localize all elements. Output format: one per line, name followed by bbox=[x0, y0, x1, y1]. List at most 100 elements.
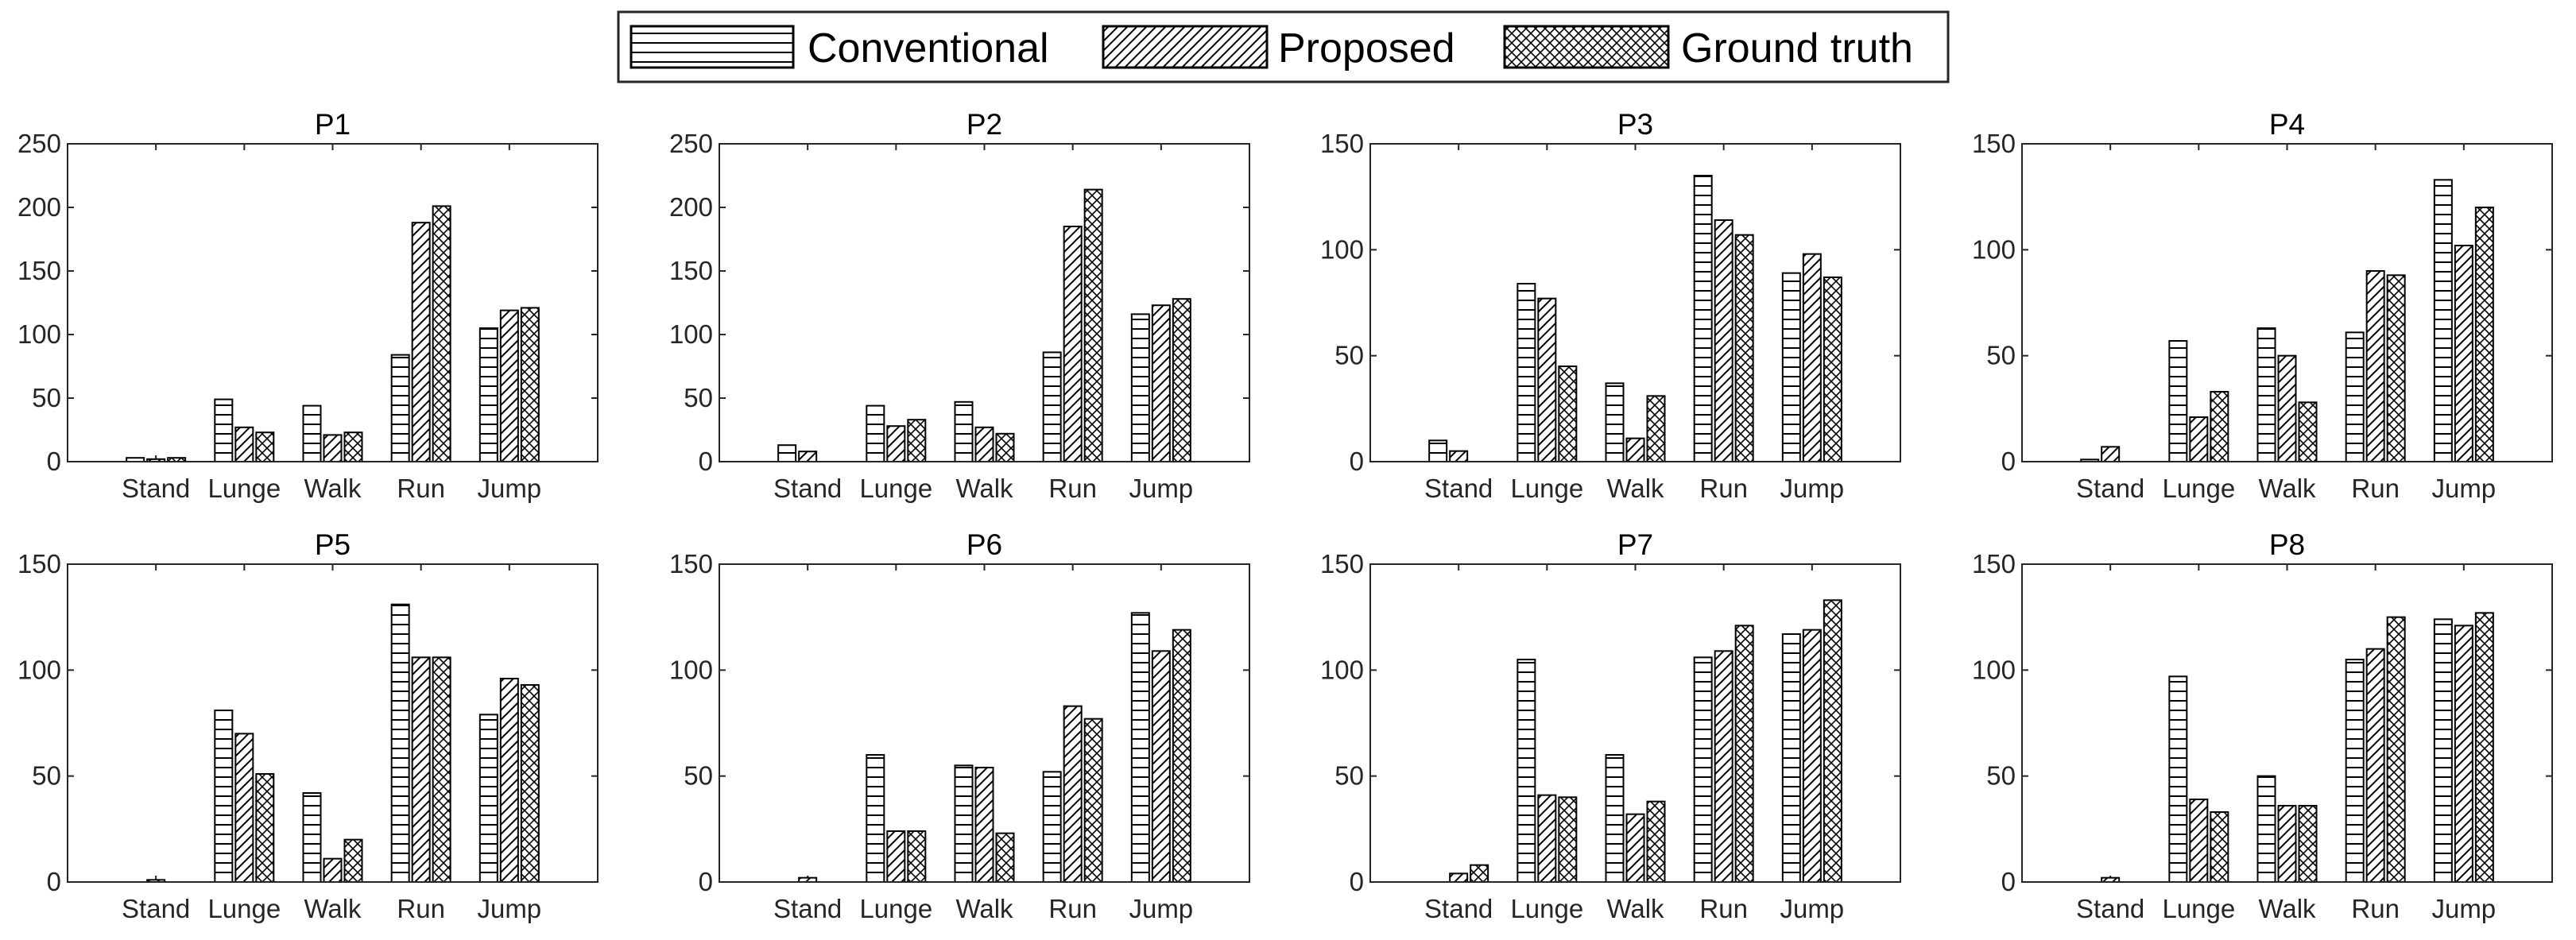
chart-p6: P6 0 50 100 150 Stand Lunge Walk Run Jump bbox=[669, 528, 1250, 923]
bar-p8-walk-ground-truth bbox=[2298, 805, 2318, 883]
axes-box-p3 bbox=[1369, 143, 1901, 462]
bar-p1-lunge-ground-truth bbox=[255, 431, 275, 463]
bar-p6-jump-ground-truth bbox=[1172, 629, 1191, 884]
bar-p3-lunge-proposed bbox=[1537, 297, 1557, 462]
x-tick-label-run: Run bbox=[1699, 474, 1748, 503]
bar-p3-jump-conventional bbox=[1781, 272, 1801, 462]
x-tick-label-walk: Walk bbox=[955, 894, 1013, 923]
bar-p1-jump-ground-truth bbox=[520, 307, 540, 462]
x-tick-label-stand: Stand bbox=[773, 894, 842, 923]
bar-p7-walk-conventional bbox=[1605, 754, 1625, 883]
legend-label-ground-truth: Ground truth bbox=[1681, 25, 1913, 72]
x-tick-label-lunge: Lunge bbox=[859, 474, 932, 503]
y-tick-label: 50 bbox=[1986, 761, 2016, 791]
bar-p6-lunge-proposed bbox=[886, 830, 906, 883]
y-tick-label: 0 bbox=[2001, 447, 2016, 476]
y-tick-label: 250 bbox=[17, 129, 61, 158]
legend-swatch-conventional bbox=[629, 25, 795, 69]
y-tick-label: 0 bbox=[2001, 867, 2016, 896]
bar-p3-walk-conventional bbox=[1605, 382, 1625, 463]
bar-p6-walk-proposed bbox=[974, 767, 994, 883]
bar-p1-lunge-proposed bbox=[234, 426, 254, 462]
bar-p7-run-conventional bbox=[1693, 656, 1713, 883]
y-tick-label: 50 bbox=[1334, 761, 1364, 791]
x-tick-label-stand: Stand bbox=[1424, 474, 1493, 503]
bar-p3-walk-ground-truth bbox=[1646, 395, 1666, 463]
bar-p5-lunge-conventional bbox=[214, 710, 234, 883]
bar-p5-run-conventional bbox=[390, 603, 410, 884]
bar-p6-jump-proposed bbox=[1151, 650, 1171, 883]
bar-p3-walk-proposed bbox=[1625, 437, 1645, 463]
bar-p2-run-conventional bbox=[1042, 351, 1062, 462]
bar-p4-lunge-proposed bbox=[2189, 416, 2209, 462]
x-tick-label-stand: Stand bbox=[2076, 894, 2144, 923]
chart-p2: P2 0 50 100 150 200 250 Stand Lunge Walk Run Jump bbox=[669, 108, 1250, 503]
x-tick-label-walk: Walk bbox=[1606, 474, 1664, 503]
bar-p7-jump-ground-truth bbox=[1823, 599, 1842, 883]
x-tick-label-walk: Walk bbox=[2258, 894, 2316, 923]
bar-p6-run-proposed bbox=[1063, 705, 1083, 884]
y-tick-label: 100 bbox=[669, 319, 713, 349]
bar-p2-walk-conventional bbox=[954, 400, 974, 462]
chart-title-p6: P6 bbox=[966, 528, 1002, 561]
bar-p6-walk-conventional bbox=[954, 764, 974, 883]
bar-p5-run-ground-truth bbox=[432, 656, 451, 883]
bar-p1-run-proposed bbox=[411, 222, 431, 462]
y-tick-label: 0 bbox=[47, 447, 61, 476]
bar-p4-jump-ground-truth bbox=[2474, 207, 2494, 462]
chart-p3: P3 0 50 100 150 Stand Lunge Walk Run Jump bbox=[1320, 108, 1901, 503]
bar-p5-run-proposed bbox=[411, 656, 431, 883]
y-tick-label: 0 bbox=[699, 867, 713, 896]
bar-p2-stand-proposed bbox=[798, 451, 818, 463]
y-tick-label: 0 bbox=[47, 867, 61, 896]
y-tick-label: 150 bbox=[669, 549, 713, 578]
bar-p6-run-ground-truth bbox=[1083, 718, 1103, 884]
axes-box-p4 bbox=[2021, 143, 2553, 462]
axes-box-p5 bbox=[67, 563, 598, 883]
bar-p4-run-proposed bbox=[2365, 270, 2385, 462]
y-tick-label: 50 bbox=[32, 383, 61, 412]
x-tick-label-walk: Walk bbox=[2258, 474, 2316, 503]
bar-p1-jump-conventional bbox=[478, 327, 498, 462]
x-tick-label-lunge: Lunge bbox=[207, 474, 281, 503]
bar-p6-jump-conventional bbox=[1130, 612, 1150, 883]
x-tick-label-run: Run bbox=[1699, 894, 1748, 923]
bar-p3-run-ground-truth bbox=[1734, 234, 1754, 462]
x-tick-label-lunge: Lunge bbox=[207, 894, 281, 923]
x-tick-label-stand: Stand bbox=[122, 474, 190, 503]
x-tick-label-lunge: Lunge bbox=[2162, 894, 2235, 923]
chart-title-p2: P2 bbox=[966, 108, 1002, 141]
bar-p6-run-conventional bbox=[1042, 771, 1062, 883]
bar-p1-walk-ground-truth bbox=[343, 431, 363, 463]
bar-p4-jump-proposed bbox=[2454, 245, 2473, 462]
x-tick-label-jump: Jump bbox=[1129, 474, 1193, 503]
bar-p4-walk-ground-truth bbox=[2298, 401, 2318, 463]
x-tick-label-lunge: Lunge bbox=[1510, 894, 1583, 923]
y-tick-label: 50 bbox=[32, 761, 61, 791]
bar-p3-stand-conventional bbox=[1428, 439, 1448, 462]
bar-p5-walk-ground-truth bbox=[343, 838, 363, 883]
bar-p7-walk-ground-truth bbox=[1646, 800, 1666, 884]
x-tick-label-stand: Stand bbox=[1424, 894, 1493, 923]
bar-p3-lunge-conventional bbox=[1517, 283, 1536, 462]
bar-p2-stand-conventional bbox=[777, 444, 797, 463]
bar-p8-lunge-ground-truth bbox=[2210, 811, 2229, 883]
y-tick-label: 100 bbox=[17, 319, 61, 349]
bar-p2-lunge-conventional bbox=[866, 404, 885, 463]
x-tick-label-run: Run bbox=[2351, 474, 2400, 503]
x-tick-label-lunge: Lunge bbox=[2162, 474, 2235, 503]
bar-p4-jump-conventional bbox=[2433, 179, 2453, 462]
bar-p5-walk-conventional bbox=[302, 792, 322, 883]
bar-p6-walk-ground-truth bbox=[995, 832, 1015, 883]
bar-p5-jump-conventional bbox=[478, 714, 498, 883]
y-tick-label: 150 bbox=[669, 256, 713, 285]
bar-p8-run-proposed bbox=[2365, 648, 2385, 884]
legend-swatch-proposed bbox=[1102, 25, 1269, 69]
y-tick-label: 0 bbox=[699, 447, 713, 476]
y-tick-label: 150 bbox=[17, 256, 61, 285]
y-tick-label: 50 bbox=[684, 761, 713, 791]
legend-box bbox=[617, 10, 1950, 83]
x-tick-label-run: Run bbox=[1048, 894, 1097, 923]
bar-p6-lunge-conventional bbox=[866, 754, 885, 883]
